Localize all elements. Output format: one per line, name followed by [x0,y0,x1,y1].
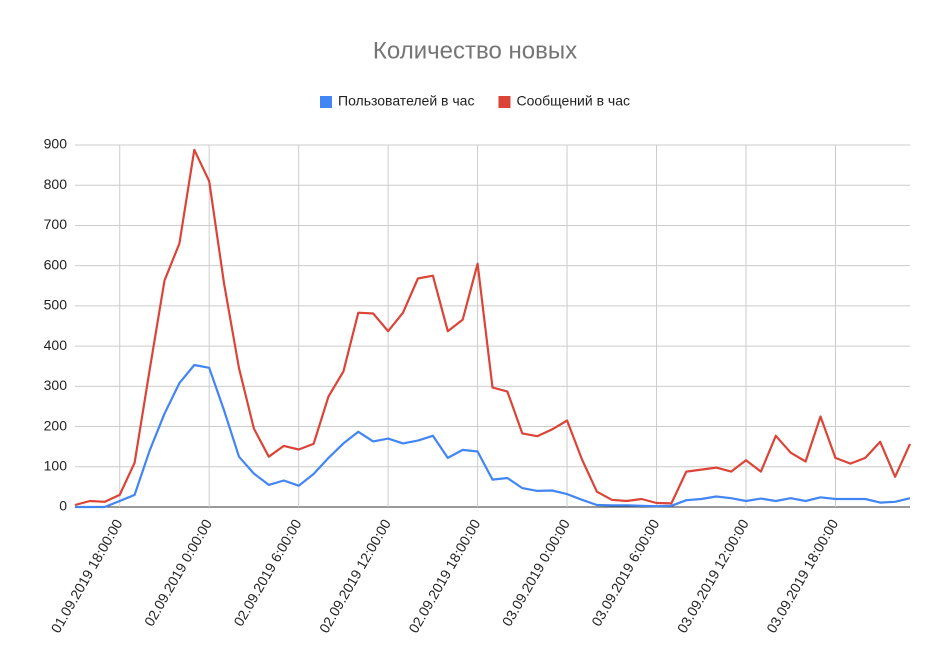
y-tick-label: 200 [44,417,68,433]
x-tick-label: 03.09.2019 0:00:00 [499,516,573,629]
x-tick-label: 02.09.2019 0:00:00 [141,516,215,629]
chart-title: Количество новых [373,37,577,64]
x-tick-label: 03.09.2019 12:00:00 [674,516,752,635]
series-line [75,363,911,509]
x-tick-label: 02.09.2019 12:00:00 [316,516,394,635]
y-tick-label: 500 [44,297,68,313]
y-tick-label: 0 [59,498,67,514]
series-line [74,148,912,507]
y-tick-label: 300 [44,377,68,393]
x-tick-label: 03.09.2019 6:00:00 [588,516,662,629]
x-tick-label: 03.09.2019 18:00:00 [763,516,841,635]
x-tick-label: 02.09.2019 18:00:00 [405,516,483,635]
legend-label: Пользователей в час [338,93,474,109]
legend-label: Сообщений в час [516,93,630,109]
x-tick-label: 02.09.2019 6:00:00 [230,516,304,629]
y-tick-label: 100 [44,457,68,473]
y-tick-label: 800 [44,176,68,192]
y-tick-label: 400 [44,337,68,353]
y-tick-label: 700 [44,216,68,232]
y-tick-label: 600 [44,256,68,272]
legend-swatch [498,96,511,108]
x-tick-label: 01.09.2019 18:00:00 [47,516,125,635]
y-tick-label: 900 [44,136,68,152]
legend-swatch [320,96,332,108]
